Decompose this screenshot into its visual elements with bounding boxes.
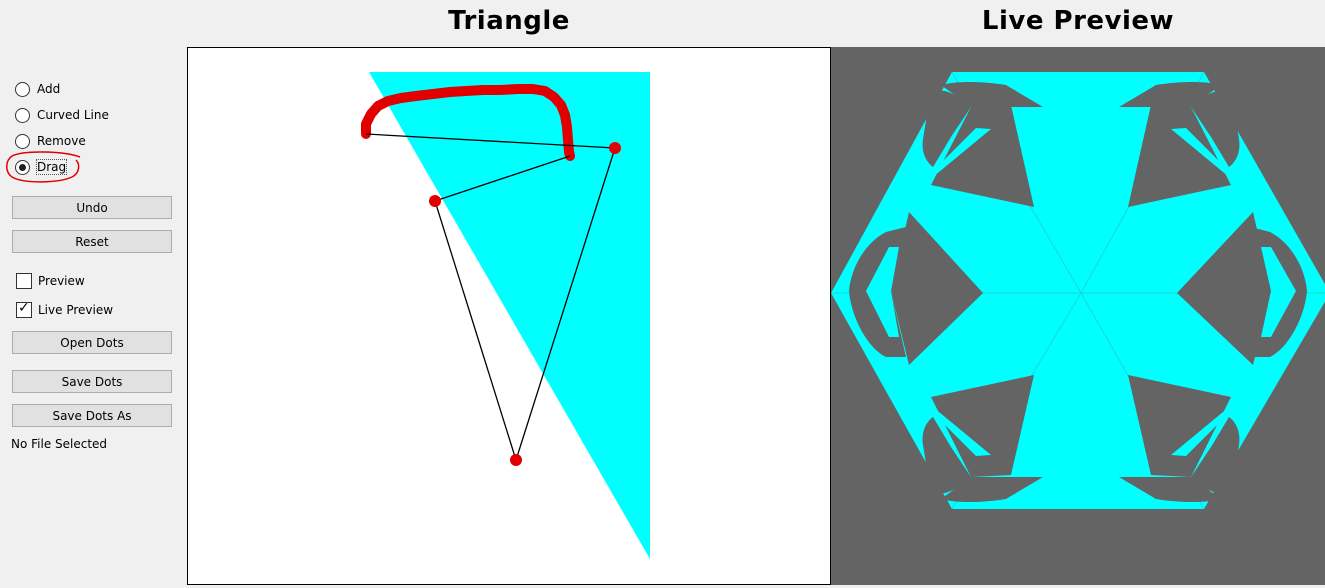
live-preview-canvas: [831, 47, 1325, 585]
preview-checkbox-label: Preview: [38, 274, 85, 288]
preview-checkbox[interactable]: [16, 273, 32, 289]
save-dots-button[interactable]: Save Dots: [12, 370, 172, 393]
reset-button[interactable]: Reset: [12, 230, 172, 253]
checkmark-icon: ✓: [18, 300, 30, 316]
live-preview-checkbox-label: Live Preview: [38, 303, 114, 317]
radio-remove-indicator[interactable]: [15, 133, 30, 149]
radio-drag-label: Drag: [35, 159, 68, 175]
radio-curved-line-label: Curved Line: [37, 108, 109, 122]
curved-line-stroke: [361, 84, 575, 161]
triangle-drawing[interactable]: [188, 48, 832, 586]
preview-checkbox-row[interactable]: Preview: [16, 272, 85, 290]
cutout-shapes: [849, 82, 1307, 502]
radio-add-label: Add: [37, 82, 61, 96]
drag-annotation-circle: [6, 151, 81, 183]
live-preview-panel-title: Live Preview: [981, 6, 1175, 36]
triangle-panel-title: Triangle: [448, 6, 570, 36]
radio-remove[interactable]: Remove: [15, 131, 86, 151]
cyan-triangle: [369, 72, 650, 559]
snowflake-preview: [831, 71, 1325, 510]
triangle-canvas[interactable]: [187, 47, 831, 585]
radio-add-indicator[interactable]: [15, 81, 30, 97]
radio-remove-label: Remove: [37, 134, 86, 148]
radio-curved-line[interactable]: Curved Line: [15, 105, 109, 125]
file-status-text: No File Selected: [11, 437, 108, 451]
live-preview-checkbox-row[interactable]: ✓ Live Preview: [16, 300, 114, 319]
open-dots-button[interactable]: Open Dots: [12, 331, 172, 354]
live-preview-checkbox[interactable]: ✓: [16, 300, 32, 318]
control-dot[interactable]: [510, 454, 522, 466]
save-dots-as-button[interactable]: Save Dots As: [12, 404, 172, 427]
radio-curved-line-indicator[interactable]: [15, 107, 30, 123]
radio-drag-indicator[interactable]: [15, 159, 30, 175]
polygon-edges: [365, 133, 616, 461]
control-dot[interactable]: [609, 142, 621, 154]
radio-add[interactable]: Add: [15, 79, 60, 99]
undo-button[interactable]: Undo: [12, 196, 172, 219]
control-dot[interactable]: [429, 195, 441, 207]
radio-drag[interactable]: Drag: [15, 157, 68, 177]
